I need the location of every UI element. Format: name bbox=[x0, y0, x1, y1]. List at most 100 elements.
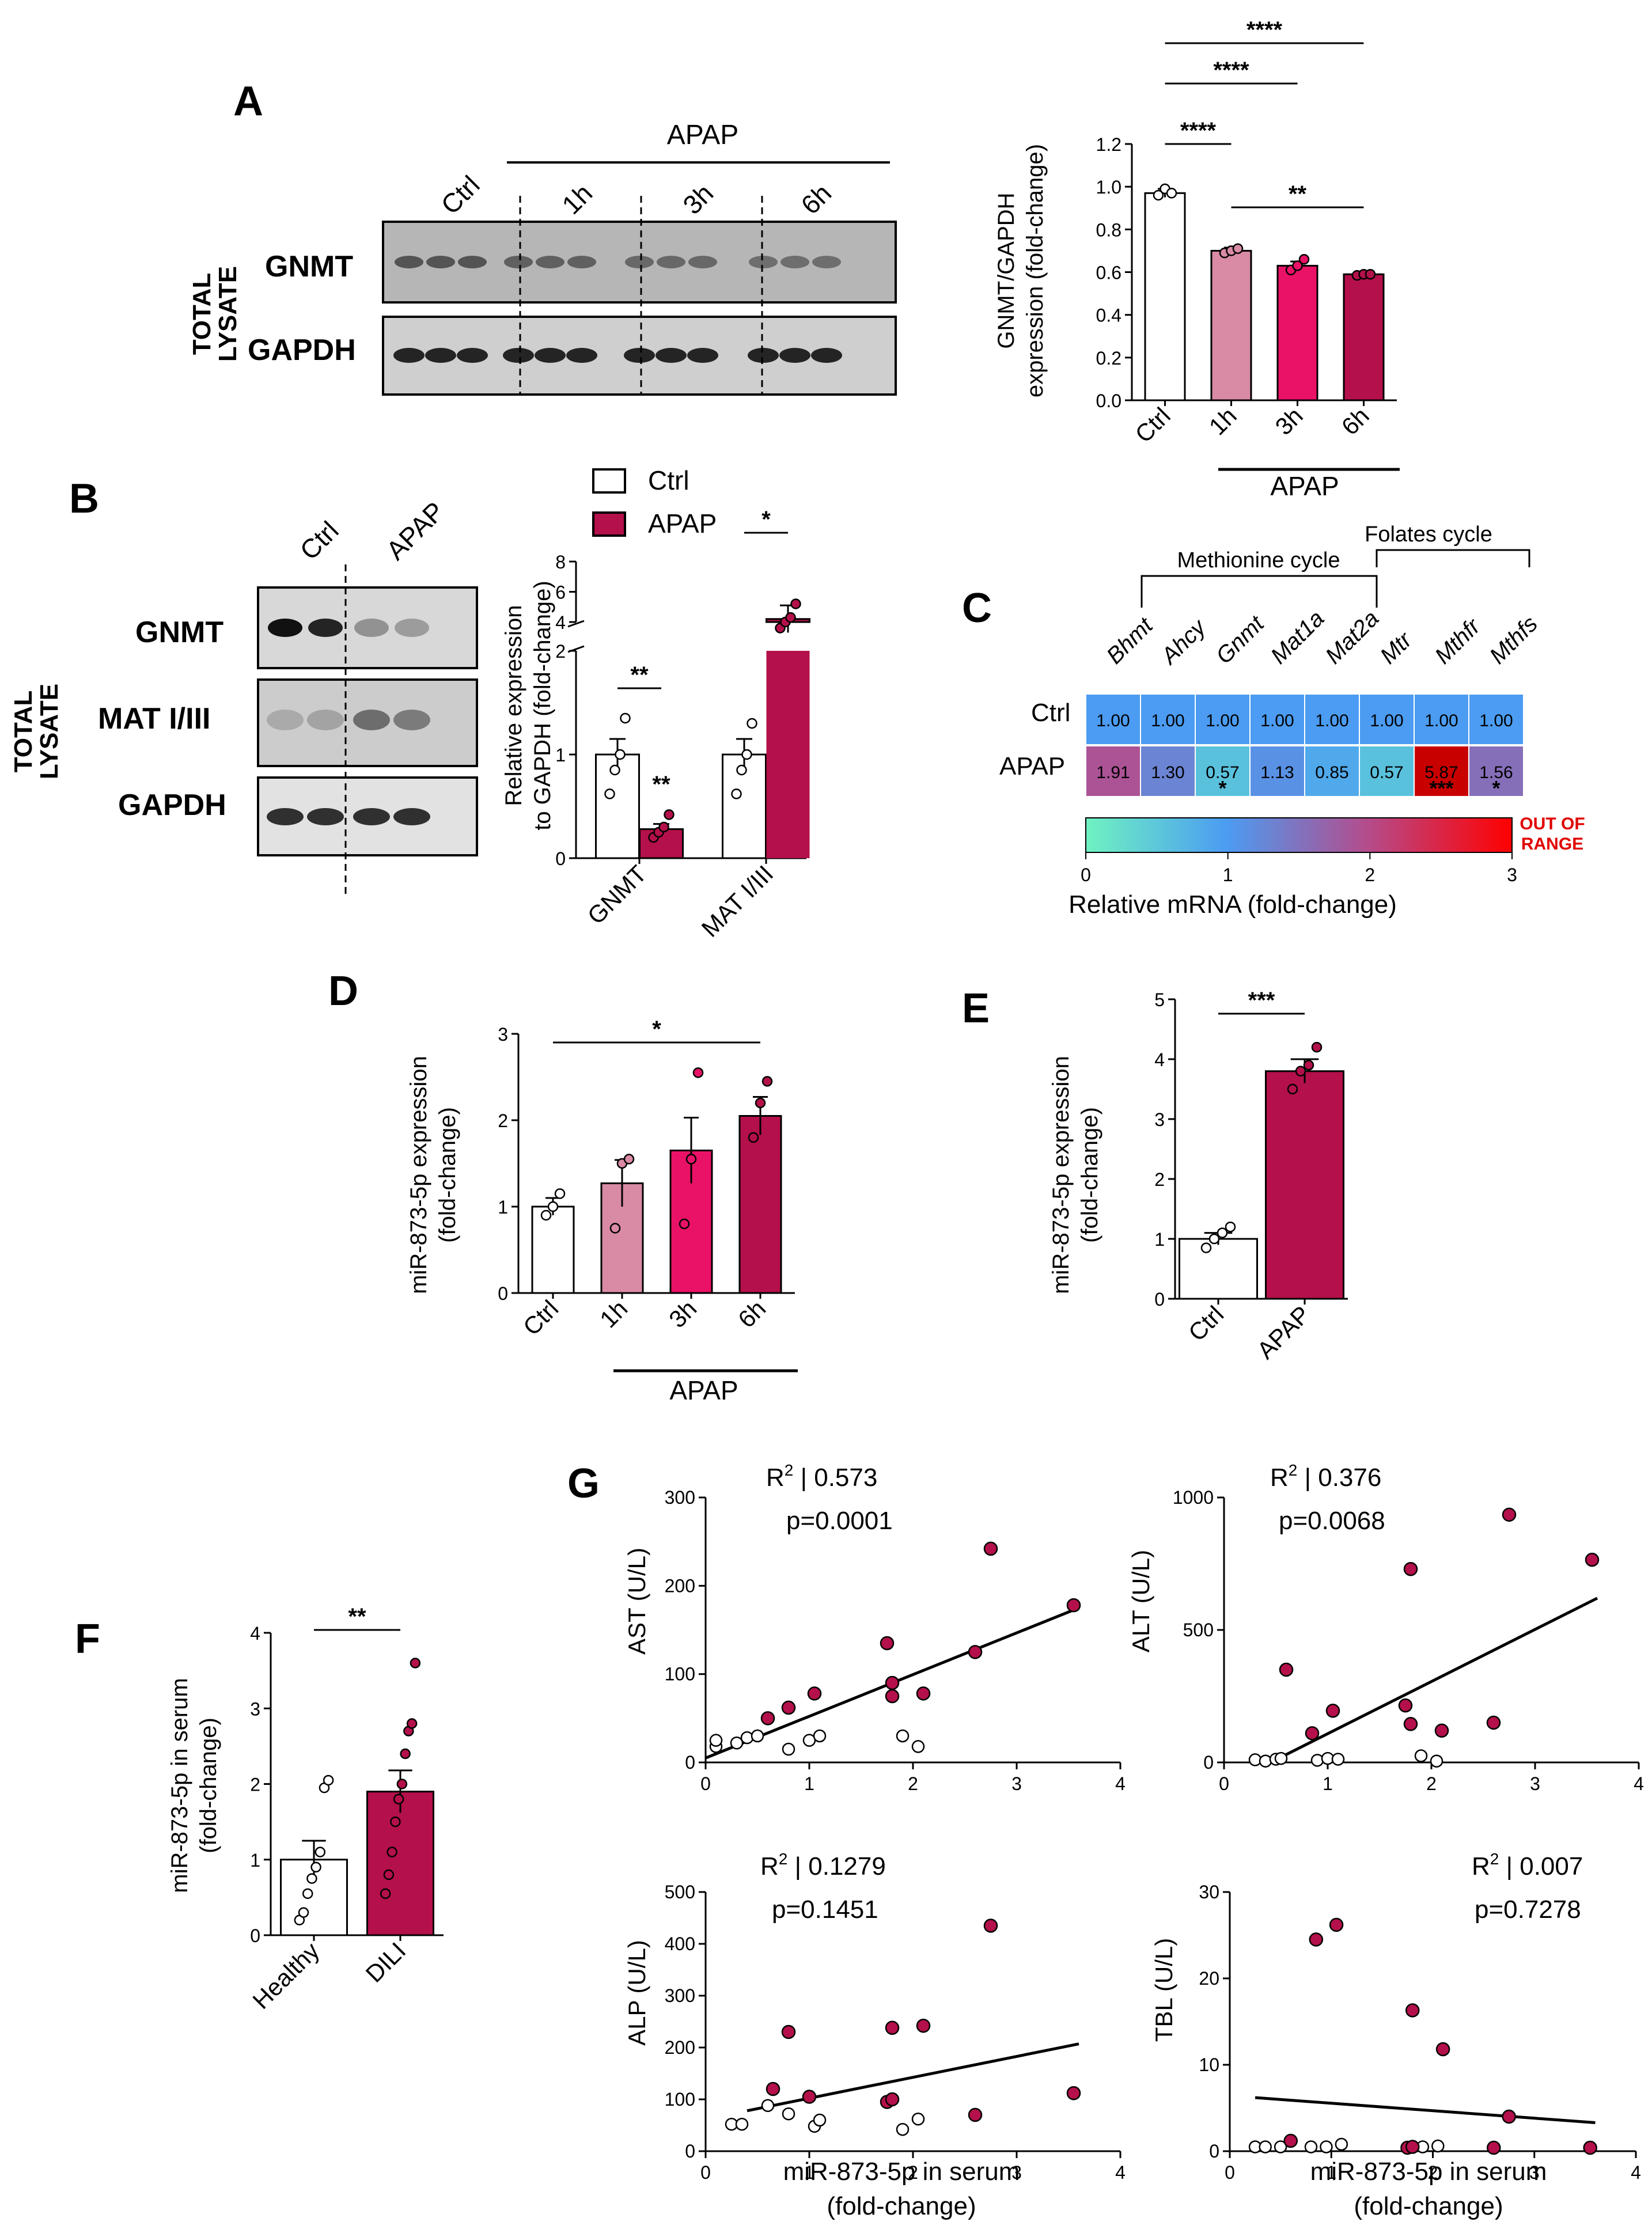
chart-b-legend-ctrl: Ctrl bbox=[648, 465, 689, 495]
chart-b-legend-ctrl-swatch bbox=[592, 468, 626, 494]
y-tick-label: 1.2 bbox=[1096, 134, 1121, 155]
chart-a: GNMT/GAPDH expression (fold-change) APAP bbox=[994, 144, 1400, 501]
heatmap-value: 1.00 bbox=[1096, 711, 1130, 730]
heatmap-star: * bbox=[1492, 776, 1500, 800]
healthy-point bbox=[1304, 2140, 1318, 2153]
heatmap-column-label: Mtr bbox=[1376, 627, 1418, 669]
r-symbol: R bbox=[766, 1463, 785, 1492]
healthy-point bbox=[709, 1734, 723, 1747]
x-tick-label: 4 bbox=[1634, 1773, 1644, 1794]
heatmap-cell bbox=[1414, 745, 1469, 797]
blot-a-gnmt-band bbox=[567, 256, 596, 268]
bar bbox=[1210, 249, 1252, 401]
data-point bbox=[1298, 254, 1310, 265]
blot-a-side-label-1: TOTAL bbox=[188, 273, 216, 355]
heatmap-column-label: Bhmt bbox=[1102, 612, 1158, 669]
heatmap-column-label: Mat1a bbox=[1266, 606, 1329, 669]
bar bbox=[1276, 264, 1318, 401]
y-tick-label: 200 bbox=[665, 1575, 695, 1596]
colorbar-label: Relative mRNA (fold-change) bbox=[1069, 890, 1397, 919]
bar bbox=[1179, 1238, 1258, 1300]
y-tick-label: 0.0 bbox=[1096, 390, 1121, 411]
g-xlabel-left-1: miR-873-5p in serum bbox=[783, 2158, 1020, 2186]
y-tick-label: 0.4 bbox=[1096, 305, 1121, 326]
colorbar-oor-2: RANGE bbox=[1521, 835, 1583, 854]
chart-e-plot: 0 1 2 3 4 5 Ctrl APAP *** bbox=[1154, 988, 1348, 1364]
healthy-point bbox=[761, 2099, 775, 2113]
r-symbol: R bbox=[1472, 1852, 1490, 1880]
dili-point bbox=[1435, 2042, 1450, 2057]
r-squared-value: | 0.007 bbox=[1499, 1852, 1583, 1880]
x-tick-label: 0 bbox=[1225, 2162, 1235, 2183]
dili-point bbox=[916, 2018, 931, 2033]
data-point bbox=[748, 1132, 759, 1143]
r-squared-value: | 0.573 bbox=[793, 1463, 877, 1492]
significance-label: **** bbox=[1246, 17, 1283, 43]
x-tick-label: 3 bbox=[1011, 2162, 1022, 2183]
data-point bbox=[298, 1907, 309, 1918]
data-point bbox=[1311, 1041, 1323, 1053]
r-squared-label: R2 | 0.1279 bbox=[760, 1850, 886, 1880]
x-tick-label: MAT I/III bbox=[696, 860, 779, 942]
dili-point bbox=[1585, 1552, 1600, 1567]
y-tick-label: 100 bbox=[665, 1664, 695, 1685]
heatmap-cell bbox=[1468, 693, 1524, 745]
healthy-point bbox=[730, 1736, 744, 1750]
data-point bbox=[554, 1188, 566, 1199]
data-point bbox=[1166, 188, 1177, 199]
regression-line bbox=[1275, 1597, 1598, 1761]
blot-b-gnmt-band bbox=[268, 619, 302, 637]
dili-point bbox=[916, 1686, 931, 1701]
r-squared-label: R2 | 0.376 bbox=[1270, 1461, 1381, 1492]
heatmap-value: 1.00 bbox=[1206, 711, 1239, 730]
heatmap-column-label: Mthfr bbox=[1430, 613, 1486, 669]
chart-f-ylabel-1: miR-873-5p in serum bbox=[167, 1678, 192, 1893]
colorbar-tick-label: 3 bbox=[1507, 865, 1517, 885]
heatmap-value: 1.00 bbox=[1424, 711, 1458, 730]
dili-point bbox=[1325, 1704, 1340, 1718]
dili-point bbox=[1486, 1715, 1501, 1730]
western-blot-b: Ctrl APAP GNMT MAT I/III GAPDH TOTAL LYS… bbox=[9, 496, 478, 898]
healthy-point bbox=[896, 1729, 910, 1743]
r-symbol: R bbox=[1270, 1463, 1289, 1492]
healthy-point bbox=[1259, 2140, 1272, 2153]
chart-d-ylabel-2: (fold-change) bbox=[435, 1107, 460, 1243]
x-tick-label: 3 bbox=[1530, 1773, 1540, 1794]
healthy-point bbox=[1414, 1749, 1428, 1762]
blot-a-gapdh-band bbox=[748, 348, 779, 363]
dili-point bbox=[802, 2090, 817, 2104]
heatmap-c-cells: Bhmt1.001.91Ahcy1.001.30Gnmt1.000.57*Mat… bbox=[1081, 606, 1543, 885]
p-value-label: p=0.0001 bbox=[786, 1507, 893, 1535]
blot-a-gapdh-band bbox=[457, 348, 488, 363]
heatmap-bracket-methionine bbox=[1141, 575, 1378, 608]
dili-point bbox=[1502, 1507, 1517, 1522]
chart-d: miR-873-5p expression (fold-change) APAP bbox=[406, 1056, 798, 1405]
data-point bbox=[1217, 1227, 1228, 1238]
chart-b-legend-apap: APAP bbox=[648, 509, 717, 539]
colorbar bbox=[1085, 817, 1513, 853]
chart-e: miR-873-5p expression (fold-change) bbox=[1048, 1056, 1102, 1294]
heatmap-value: 1.00 bbox=[1151, 711, 1184, 730]
dili-point bbox=[1403, 1717, 1418, 1731]
dili-point bbox=[1405, 2003, 1420, 2018]
heatmap-column-label: Mthfs bbox=[1485, 611, 1543, 669]
r-symbol: R bbox=[760, 1852, 779, 1880]
y-tick-label: 300 bbox=[665, 1985, 695, 2006]
x-tick-label: Healthy bbox=[247, 1937, 324, 2014]
heatmap-cell bbox=[1304, 693, 1360, 745]
blot-a-gnmt-band bbox=[395, 256, 423, 268]
x-tick-label: 2 bbox=[908, 2162, 918, 2183]
p-value-label: p=0.1451 bbox=[772, 1895, 878, 1924]
healthy-point bbox=[1431, 2139, 1445, 2153]
regression-line bbox=[747, 2042, 1079, 2113]
y-tick-label: 1 bbox=[555, 745, 566, 765]
blot-b-mat-band bbox=[393, 710, 430, 730]
bar bbox=[766, 651, 810, 858]
significance-label: ** bbox=[630, 662, 649, 688]
data-point bbox=[400, 1748, 411, 1760]
y-tick-label: 2 bbox=[250, 1775, 260, 1795]
data-point bbox=[1295, 1066, 1306, 1077]
blot-b-mat-band bbox=[353, 710, 390, 730]
heatmap-row-apap: APAP bbox=[999, 752, 1065, 780]
